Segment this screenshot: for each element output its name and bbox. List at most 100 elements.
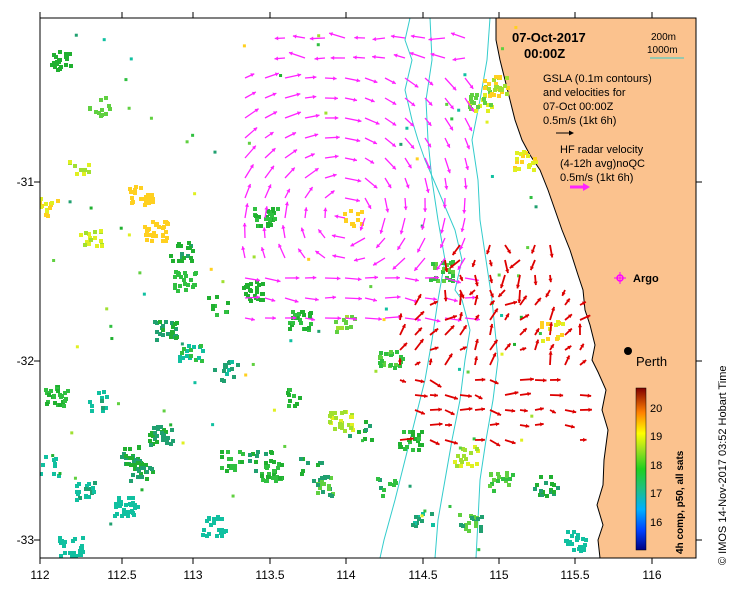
sea-level-pixel bbox=[92, 490, 96, 494]
hf-radar-arrow bbox=[519, 313, 530, 321]
hf-radar-arrow bbox=[517, 289, 522, 304]
sea-level-pixel bbox=[374, 369, 378, 373]
sea-level-pixel bbox=[538, 332, 542, 336]
sea-level-pixel bbox=[97, 391, 101, 395]
gsla-arrow bbox=[315, 250, 326, 259]
sea-level-pixel bbox=[317, 329, 321, 333]
sea-level-pixel bbox=[251, 452, 255, 456]
sea-level-pixel bbox=[162, 409, 166, 413]
sea-level-pixel bbox=[441, 261, 445, 265]
hf-radar-arrow bbox=[549, 393, 564, 398]
sea-level-pixel bbox=[207, 296, 211, 300]
sea-level-pixel bbox=[268, 217, 272, 221]
sea-level-pixel bbox=[445, 102, 449, 106]
sea-level-pixel bbox=[475, 447, 479, 451]
sea-level-pixel bbox=[176, 273, 180, 277]
sea-level-pixel bbox=[78, 549, 82, 553]
sea-level-pixel bbox=[182, 347, 186, 351]
sea-level-pixel bbox=[251, 362, 255, 366]
sea-level-pixel bbox=[220, 517, 224, 521]
sea-level-pixel bbox=[192, 283, 196, 287]
sea-level-pixel bbox=[178, 359, 182, 363]
gsla-arrow bbox=[324, 96, 338, 101]
sea-level-pixel bbox=[164, 239, 168, 243]
hf-radar-arrow bbox=[519, 408, 528, 413]
sea-level-pixel bbox=[161, 328, 165, 332]
sea-level-pixel bbox=[129, 57, 133, 61]
gsla-arrow bbox=[464, 97, 475, 113]
sea-level-pixel bbox=[173, 286, 177, 290]
gsla-arrow bbox=[353, 257, 366, 262]
sea-level-pixel bbox=[224, 529, 228, 533]
sea-level-pixel bbox=[164, 230, 168, 234]
hf-radar-arrow bbox=[489, 409, 502, 417]
sea-level-pixel bbox=[520, 438, 524, 442]
sea-level-pixel bbox=[334, 320, 338, 324]
sea-level-pixel bbox=[179, 275, 183, 279]
sea-level-pixel bbox=[485, 120, 489, 124]
hf-radar-arrow bbox=[459, 406, 473, 412]
gsla-arrow bbox=[304, 167, 319, 179]
sea-level-pixel bbox=[293, 313, 297, 317]
sea-level-pixel bbox=[515, 151, 519, 155]
sea-level-pixel bbox=[166, 332, 170, 336]
hf-radar-arrow bbox=[534, 406, 544, 412]
sea-level-pixel bbox=[131, 501, 135, 505]
sea-level-pixel bbox=[193, 192, 197, 196]
sea-level-pixel bbox=[299, 321, 303, 325]
sea-level-pixel bbox=[124, 454, 128, 458]
sea-level-pixel bbox=[241, 452, 245, 456]
sea-level-pixel bbox=[185, 349, 189, 353]
sea-level-pixel bbox=[64, 55, 68, 59]
sea-level-pixel bbox=[56, 199, 60, 203]
gsla-arrow bbox=[384, 197, 390, 213]
sea-level-pixel bbox=[44, 455, 48, 459]
sea-level-pixel bbox=[130, 510, 134, 514]
sea-level-pixel bbox=[584, 538, 588, 542]
hf-radar-arrow bbox=[519, 295, 528, 306]
y-tick-label: -31 bbox=[17, 175, 35, 189]
sea-level-pixel bbox=[333, 411, 337, 415]
sea-level-pixel bbox=[316, 43, 320, 47]
sea-level-pixel bbox=[156, 425, 160, 429]
sea-level-pixel bbox=[133, 188, 137, 192]
sea-level-pixel bbox=[48, 206, 52, 210]
gsla-arrow bbox=[244, 203, 249, 219]
sea-level-pixel bbox=[100, 396, 104, 400]
sea-level-pixel bbox=[405, 126, 409, 130]
hf-radar-arrow bbox=[564, 355, 571, 366]
sea-level-pixel bbox=[552, 490, 556, 494]
sea-level-pixel bbox=[176, 244, 180, 248]
sea-level-pixel bbox=[449, 261, 453, 265]
sea-level-pixel bbox=[384, 307, 388, 311]
sea-level-pixel bbox=[68, 551, 72, 555]
sea-level-pixel bbox=[411, 448, 415, 452]
hf-radar-arrow bbox=[474, 377, 486, 382]
gsla-arrow bbox=[284, 111, 302, 119]
sea-level-pixel bbox=[104, 112, 108, 116]
gsla-arrow bbox=[284, 92, 301, 99]
sea-level-pixel bbox=[142, 292, 146, 296]
gsla-arrow bbox=[264, 184, 272, 199]
sea-level-pixel bbox=[209, 267, 213, 271]
gsla-arrow bbox=[324, 154, 339, 159]
sea-level-pixel bbox=[295, 316, 299, 320]
sea-level-pixel bbox=[89, 238, 93, 242]
sea-level-pixel bbox=[116, 402, 120, 406]
sea-level-pixel bbox=[535, 483, 539, 487]
hf-radar-arrow bbox=[489, 274, 494, 284]
sea-level-pixel bbox=[182, 256, 186, 260]
sea-level-pixel bbox=[350, 423, 354, 427]
gsla-arrow bbox=[404, 277, 419, 283]
sea-level-pixel bbox=[219, 531, 223, 535]
sea-level-pixel bbox=[246, 285, 250, 289]
sea-level-pixel bbox=[155, 338, 159, 342]
sea-level-pixel bbox=[52, 395, 56, 399]
gsla-arrow bbox=[416, 237, 426, 253]
sea-level-pixel bbox=[450, 117, 454, 121]
hf-radar-arrow bbox=[564, 298, 571, 306]
hf-radar-arrow bbox=[474, 407, 486, 412]
sea-level-pixel bbox=[395, 350, 399, 354]
sea-level-pixel bbox=[517, 167, 521, 171]
gsla-arrow bbox=[364, 316, 382, 322]
